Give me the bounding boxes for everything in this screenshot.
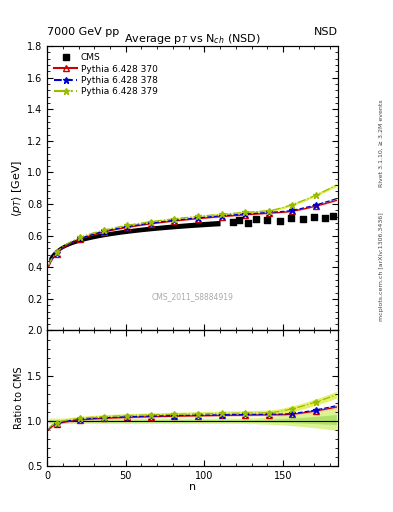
Legend: CMS, Pythia 6.428 370, Pythia 6.428 378, Pythia 6.428 379: CMS, Pythia 6.428 370, Pythia 6.428 378,…: [51, 51, 160, 99]
Point: [311, 212, 318, 221]
Point: [264, 217, 270, 225]
Point: [288, 214, 294, 222]
Point: [230, 218, 236, 226]
Text: CMS_2011_S8884919: CMS_2011_S8884919: [152, 292, 233, 301]
Point: [330, 212, 336, 220]
Point: [277, 218, 283, 226]
Point: [236, 216, 242, 224]
Text: mcplots.cern.ch [arXiv:1306.3436]: mcplots.cern.ch [arXiv:1306.3436]: [379, 212, 384, 321]
Y-axis label: $\langle p_T \rangle$ [GeV]: $\langle p_T \rangle$ [GeV]: [10, 160, 24, 217]
Point: [245, 219, 252, 227]
Point: [300, 215, 307, 223]
Y-axis label: Ratio to CMS: Ratio to CMS: [14, 367, 24, 430]
X-axis label: n: n: [189, 482, 196, 492]
Text: Rivet 3.1.10, ≥ 3.2M events: Rivet 3.1.10, ≥ 3.2M events: [379, 99, 384, 187]
Point: [253, 216, 259, 224]
Text: NSD: NSD: [314, 27, 338, 37]
Text: 7000 GeV pp: 7000 GeV pp: [47, 27, 119, 37]
Point: [322, 214, 329, 222]
Title: Average p$_T$ vs N$_{ch}$ (NSD): Average p$_T$ vs N$_{ch}$ (NSD): [124, 32, 261, 46]
